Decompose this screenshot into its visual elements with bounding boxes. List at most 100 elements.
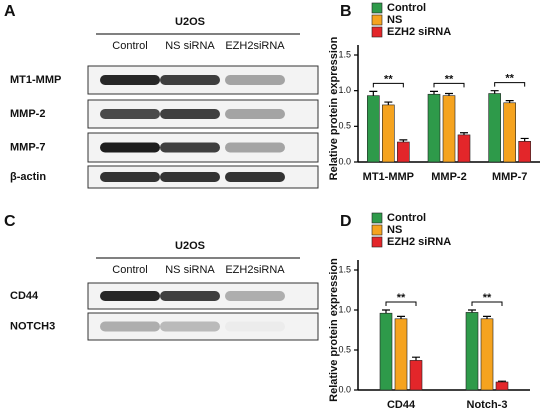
significance-bracket (372, 82, 404, 88)
legend-label: EZH2 siRNA (387, 236, 451, 248)
bar (409, 360, 423, 391)
y-tick-label: 1.5 (338, 49, 351, 59)
panel-label: D (340, 213, 352, 230)
significance-bracket (471, 301, 503, 306)
error-bar (520, 137, 529, 142)
y-axis-label: Relative protein expression (328, 36, 340, 180)
band (160, 321, 220, 332)
cell-line: U2OS (175, 240, 205, 252)
x-tick-label: Notch-3 (467, 399, 508, 410)
significance-label: ** (505, 73, 514, 85)
band (160, 172, 220, 182)
error-bar (460, 132, 468, 135)
legend-label: NS (387, 224, 402, 236)
band (100, 75, 160, 85)
error-bar (490, 90, 499, 94)
row-label: CD44 (10, 290, 39, 302)
lane-label: EZH2siRNA (225, 264, 285, 276)
bar (427, 93, 441, 163)
y-tick-label: 0.0 (338, 156, 351, 166)
bar (382, 104, 395, 163)
significance-bracket (494, 82, 526, 87)
y-tick-label: 1.0 (338, 85, 351, 95)
lane-label: EZH2siRNA (225, 40, 285, 52)
band (100, 109, 160, 119)
lane-label: NS siRNA (165, 264, 215, 276)
legend-label: EZH2 siRNA (387, 26, 451, 38)
band (100, 291, 160, 301)
error-bar (430, 90, 438, 95)
panel-label: C (4, 213, 16, 230)
bar (465, 312, 479, 391)
band (100, 172, 160, 182)
error-bar (369, 90, 378, 96)
band (100, 142, 160, 153)
band (160, 142, 220, 153)
error-bar (483, 315, 491, 319)
y-tick-label: 0.5 (338, 121, 351, 131)
bar (488, 93, 501, 163)
error-bar (412, 356, 420, 361)
significance-label: ** (483, 292, 492, 304)
legend-label: NS (387, 14, 402, 26)
lane-label: Control (112, 40, 147, 52)
legend-label: Control (387, 2, 426, 14)
band (225, 142, 285, 153)
error-bar (498, 380, 506, 382)
panel-label: B (340, 3, 352, 20)
legend-swatch (371, 26, 383, 38)
legend-swatch (371, 2, 383, 14)
bar (397, 141, 410, 163)
x-tick-label: MT1-MMP (363, 171, 414, 183)
bar (495, 381, 509, 391)
row-label: MMP-2 (10, 108, 45, 120)
y-tick-label: 1.5 (338, 264, 351, 274)
error-bar (445, 92, 453, 96)
x-tick-label: MMP-2 (431, 171, 466, 183)
significance-bracket (433, 82, 465, 88)
bar (379, 312, 393, 391)
legend-label: Control (387, 212, 426, 224)
cell-line: U2OS (175, 16, 205, 28)
bar (503, 102, 516, 163)
row-label: MT1-MMP (10, 74, 61, 86)
error-bar (382, 309, 390, 314)
legend-swatch (371, 212, 383, 224)
bar (442, 95, 456, 163)
band (225, 172, 285, 182)
bar (480, 318, 494, 391)
bar (367, 95, 380, 163)
band (100, 321, 160, 332)
y-tick-label: 1.0 (338, 304, 351, 314)
significance-label: ** (397, 292, 406, 304)
band (225, 291, 285, 301)
significance-bracket (385, 301, 417, 306)
bar (518, 141, 531, 163)
band (225, 322, 285, 332)
error-bar (468, 309, 476, 313)
band (160, 291, 220, 301)
legend-swatch (371, 236, 383, 248)
bar (457, 134, 471, 163)
band (225, 75, 285, 85)
legend-swatch (371, 224, 383, 236)
blot-box (87, 312, 319, 341)
error-bar (384, 101, 393, 105)
legend-swatch (371, 14, 383, 26)
lane-label: Control (112, 264, 147, 276)
band (160, 75, 220, 85)
x-tick-label: MMP-7 (492, 171, 527, 183)
band (160, 109, 220, 119)
y-tick-label: 0.5 (338, 344, 351, 354)
x-tick-label: CD44 (387, 399, 416, 410)
error-bar (397, 315, 405, 319)
band (225, 109, 285, 119)
y-axis-label: Relative protein expression (328, 258, 340, 402)
bar (394, 318, 408, 391)
row-label: β-actin (10, 171, 46, 183)
error-bar (399, 139, 408, 143)
significance-label: ** (445, 73, 454, 85)
panel-label: A (4, 3, 16, 20)
lane-label: NS siRNA (165, 40, 215, 52)
